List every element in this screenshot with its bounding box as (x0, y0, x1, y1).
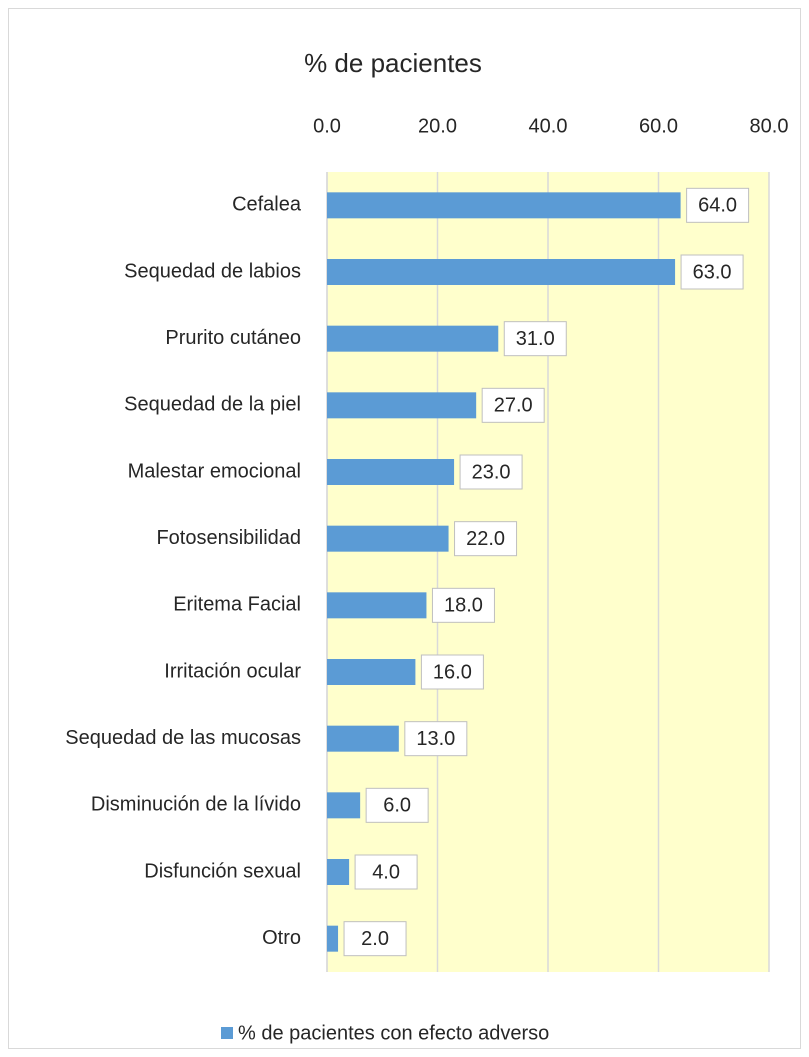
bar (327, 392, 477, 419)
data-label: 13.0 (416, 728, 455, 750)
bar (327, 592, 427, 619)
data-label-box (354, 854, 418, 890)
data-label: 2.0 (361, 928, 389, 950)
y-tick-label: Malestar emocional (128, 460, 301, 482)
bar (327, 792, 361, 819)
x-tick-label: 0.0 (313, 115, 341, 137)
data-label-box (481, 387, 545, 423)
y-tick-label: Irritación ocular (164, 660, 301, 682)
y-tick-label: Cefalea (232, 194, 302, 216)
bar (327, 459, 455, 485)
y-tick-label: Sequedad de labios (124, 260, 301, 282)
bar (327, 725, 399, 752)
chart-title: % de pacientes (304, 48, 482, 78)
data-label-box (459, 454, 523, 490)
data-label-box (365, 787, 429, 823)
data-label: 63.0 (693, 261, 732, 283)
data-label-box (503, 321, 567, 357)
bar (327, 192, 681, 219)
data-label-box (686, 187, 750, 223)
y-tick-label: Sequedad de las mucosas (65, 727, 301, 749)
x-tick-label: 20.0 (418, 115, 457, 137)
bar (327, 525, 449, 552)
x-tick-label: 40.0 (529, 115, 568, 137)
data-label: 4.0 (372, 861, 400, 883)
x-tick-label: 80.0 (750, 115, 789, 137)
bar (327, 925, 339, 952)
data-label: 64.0 (698, 195, 737, 217)
data-label-box (680, 254, 744, 290)
data-label: 6.0 (383, 795, 411, 817)
data-label: 27.0 (494, 395, 533, 417)
data-label: 31.0 (516, 328, 555, 350)
data-label-box (454, 521, 518, 557)
data-label: 23.0 (472, 461, 511, 483)
y-tick-label: Sequedad de la piel (124, 394, 301, 416)
y-tick-label: Disfunción sexual (144, 860, 301, 882)
bar (327, 659, 416, 685)
data-label-box (343, 921, 407, 957)
bar (327, 325, 499, 352)
data-label-box (420, 654, 484, 690)
bar (327, 259, 676, 285)
y-tick-label: Eritema Facial (173, 594, 301, 616)
legend-label: % de pacientes con efecto adverso (238, 1022, 549, 1044)
data-label: 22.0 (466, 528, 505, 550)
legend-swatch (221, 1027, 233, 1039)
data-label: 16.0 (433, 661, 472, 683)
data-label: 18.0 (444, 595, 483, 617)
y-tick-label: Prurito cutáneo (165, 327, 301, 349)
x-tick-label: 60.0 (639, 115, 678, 137)
bar (327, 859, 350, 885)
y-tick-label: Disminución de la lívido (91, 794, 301, 816)
y-tick-label: Fotosensibilidad (156, 527, 301, 549)
data-label-box (431, 587, 495, 623)
y-tick-label: Otro (262, 927, 301, 949)
data-label-box (404, 721, 468, 757)
